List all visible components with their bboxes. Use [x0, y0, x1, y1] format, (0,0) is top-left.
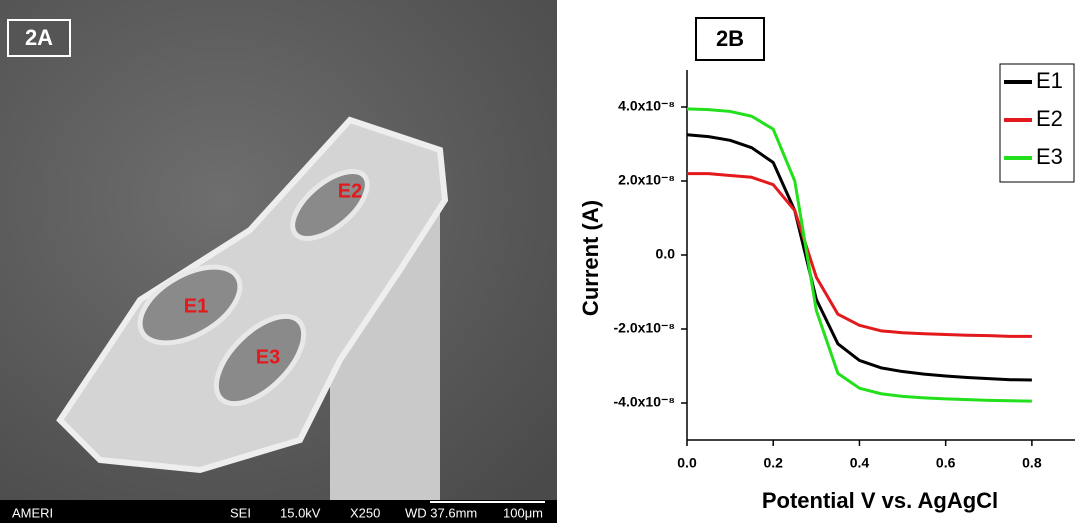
x-tick-label: 0.6 [936, 455, 956, 471]
legend-label: E2 [1036, 106, 1063, 131]
figure: E1 E2 E3 2A AMERI SEI 15.0kV X250 WD 37.… [0, 0, 1078, 523]
footer-text: X250 [350, 505, 380, 520]
footer-text: 100μm [503, 505, 543, 520]
panel-label: 2A [25, 25, 53, 50]
y-tick-label: 0.0 [656, 246, 676, 262]
footer-text: AMERI [12, 505, 53, 520]
panel-label: 2B [716, 26, 744, 51]
y-tick-label: 4.0x10⁻⁸ [618, 98, 675, 114]
series-line [687, 174, 1032, 337]
x-tick-label: 0.0 [677, 455, 697, 471]
x-axis-label: Potential V vs. AgAgCl [762, 488, 998, 513]
x-tick-label: 0.4 [850, 455, 870, 471]
electrode-label: E2 [338, 180, 362, 202]
x-tick-label: 0.2 [763, 455, 783, 471]
chart: 2B Potential V vs. AgAgCl Current (A) -4… [578, 18, 1075, 513]
series-line [687, 109, 1032, 401]
footer-text: WD 37.6mm [405, 505, 477, 520]
y-tick-label: -4.0x10⁻⁸ [614, 394, 676, 410]
series-line [687, 135, 1032, 380]
y-axis-label: Current (A) [578, 200, 603, 316]
footer-text: SEI [230, 505, 251, 520]
x-tick-label: 0.8 [1022, 455, 1042, 471]
sem-panel: E1 E2 E3 2A AMERI SEI 15.0kV X250 WD 37.… [0, 0, 557, 523]
legend-label: E1 [1036, 68, 1063, 93]
electrode-label: E3 [256, 346, 280, 368]
y-tick-label: 2.0x10⁻⁸ [618, 172, 675, 188]
page: E1 E2 E3 2A AMERI SEI 15.0kV X250 WD 37.… [0, 0, 1078, 523]
electrode-label: E1 [184, 295, 208, 317]
footer-text: 15.0kV [280, 505, 321, 520]
legend-label: E3 [1036, 144, 1063, 169]
y-tick-label: -2.0x10⁻⁸ [614, 320, 676, 336]
